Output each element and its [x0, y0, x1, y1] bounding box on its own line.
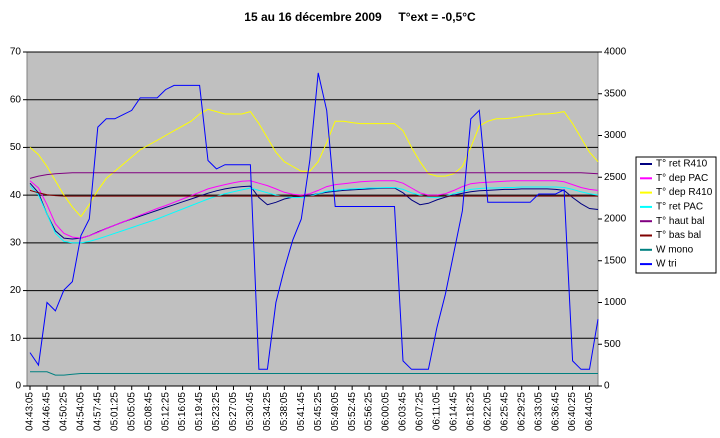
x-tick-label: 05:45:25 [313, 392, 324, 431]
x-tick-label: 05:56:25 [364, 392, 375, 431]
y-tick-label: 70 [10, 47, 22, 58]
y2-tick-label: 0 [604, 381, 610, 392]
x-tick-label: 05:34:25 [262, 392, 273, 431]
y2-tick-label: 1000 [604, 297, 627, 308]
x-tick-label: 06:14:45 [449, 392, 460, 431]
y-tick-label: 0 [15, 381, 21, 392]
y2-tick-label: 3000 [604, 130, 627, 141]
x-tick-label: 06:29:25 [516, 392, 527, 431]
y-tick-label: 10 [10, 333, 22, 344]
x-tick-label: 06:11:05 [432, 392, 443, 431]
legend-label: T° bas bal [656, 230, 701, 241]
series-line [29, 108, 599, 218]
series-line [30, 371, 598, 376]
x-tick-label: 05:19:45 [194, 392, 205, 431]
x-tick-label: 06:00:05 [381, 392, 392, 431]
y-tick-label: 50 [10, 142, 22, 153]
x-tick-label: 05:01:25 [109, 392, 120, 431]
legend-label: T° dep R410 [656, 187, 713, 198]
y-tick-label: 20 [10, 285, 22, 296]
legend-label: T° haut bal [656, 216, 704, 227]
y-tick-label: 40 [10, 190, 22, 201]
x-tick-label: 05:12:25 [160, 392, 171, 431]
y2-tick-label: 1500 [604, 255, 627, 266]
y2-tick-label: 4000 [604, 47, 627, 58]
x-tick-label: 06:07:25 [415, 392, 426, 431]
x-tick-label: 06:44:05 [584, 392, 595, 431]
legend-label: T° ret PAC [656, 202, 703, 213]
x-tick-label: 05:41:45 [296, 392, 307, 431]
legend-label: W mono [656, 244, 694, 255]
legend-label: W tri [656, 259, 677, 270]
legend-label: T° ret R410 [656, 159, 708, 170]
x-tick-label: 04:43:05 [25, 392, 36, 431]
x-tick-label: 05:49:05 [330, 392, 341, 431]
x-tick-label: 04:57:45 [92, 392, 103, 431]
x-tick-label: 04:46:45 [42, 392, 53, 431]
x-tick-label: 06:18:25 [465, 392, 476, 431]
y2-tick-label: 3500 [604, 88, 627, 99]
series-line [29, 172, 599, 179]
x-tick-label: 06:33:05 [533, 392, 544, 431]
series-line [29, 189, 598, 197]
series-line [29, 72, 599, 370]
y-tick-label: 30 [10, 237, 22, 248]
x-tick-label: 04:50:25 [59, 392, 70, 431]
chart-title: 15 au 16 décembre 2009 T°ext = -0,5°C [244, 10, 476, 24]
x-tick-label: 05:27:05 [228, 392, 239, 431]
y2-tick-label: 2000 [604, 214, 627, 225]
x-tick-label: 05:23:25 [211, 392, 222, 431]
x-tick-label: 06:40:25 [567, 392, 578, 431]
legend [635, 156, 717, 274]
x-tick-label: 05:08:45 [143, 392, 154, 431]
x-tick-label: 06:25:45 [499, 392, 510, 431]
x-tick-label: 05:16:05 [177, 392, 188, 431]
x-tick-label: 05:05:05 [126, 392, 137, 431]
series-line [29, 180, 599, 239]
series-line [29, 185, 599, 244]
x-tick-label: 05:38:05 [279, 392, 290, 431]
x-tick-label: 04:54:05 [76, 392, 87, 431]
x-tick-label: 06:03:45 [398, 392, 409, 431]
x-tick-label: 06:36:45 [550, 392, 561, 431]
legend-label: T° dep PAC [656, 173, 708, 184]
x-tick-label: 05:52:45 [347, 392, 358, 431]
plot-area [26, 51, 599, 387]
x-tick-label: 05:30:45 [245, 392, 256, 431]
y-tick-label: 60 [10, 94, 22, 105]
y2-tick-label: 2500 [604, 172, 627, 183]
x-tick-label: 06:22:05 [482, 392, 493, 431]
y2-tick-label: 500 [604, 339, 621, 350]
